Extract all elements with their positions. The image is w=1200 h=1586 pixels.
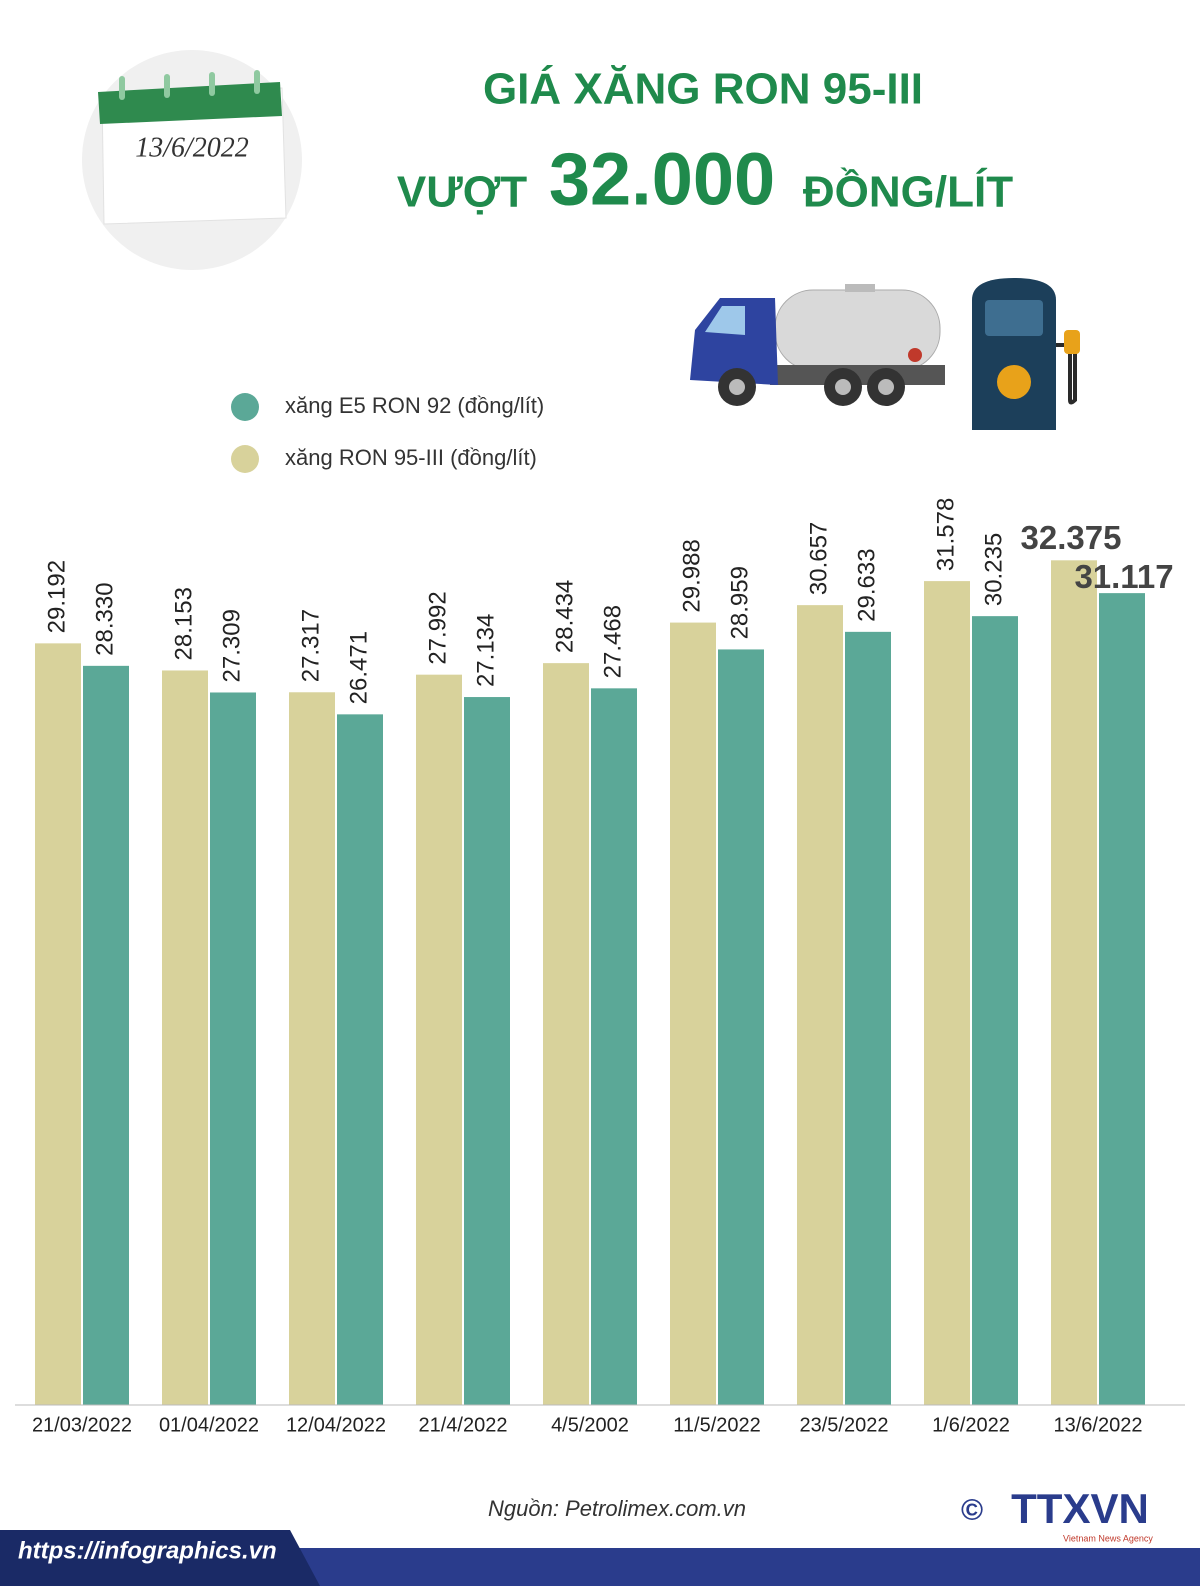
value-label: 29.192 — [43, 560, 70, 633]
value-label: 27.317 — [297, 609, 324, 682]
bar — [464, 697, 510, 1405]
legend-swatch — [231, 393, 259, 421]
logo-tagline: Vietnam News Agency — [1063, 1533, 1153, 1543]
value-label: 27.134 — [472, 614, 499, 687]
value-label: 27.309 — [218, 609, 245, 682]
value-label: 29.988 — [678, 539, 705, 612]
footer-band — [0, 1530, 320, 1586]
x-tick-label: 1/6/2022 — [932, 1414, 1010, 1436]
value-label: 26.471 — [345, 631, 372, 704]
value-label: 31.117 — [1074, 558, 1173, 595]
footer-url: https://infographics.vn — [18, 1537, 277, 1564]
source: Nguồn: Petrolimex.com.vn — [488, 1496, 746, 1521]
bar — [210, 692, 256, 1405]
bar — [924, 581, 970, 1405]
x-tick-label: 21/4/2022 — [419, 1414, 508, 1436]
copyright: © — [961, 1494, 983, 1527]
bar — [289, 692, 335, 1405]
legend-swatch — [231, 445, 259, 473]
x-tick-label: 21/03/2022 — [32, 1414, 132, 1436]
logo: TTXVN — [1011, 1485, 1149, 1532]
bar — [162, 670, 208, 1405]
value-label: 30.235 — [980, 533, 1007, 606]
bar — [1051, 560, 1097, 1405]
legend-label: xăng E5 RON 92 (đồng/lít) — [285, 393, 544, 418]
bar — [845, 631, 891, 1405]
value-label: 30.657 — [805, 522, 832, 595]
x-tick-label: 11/5/2022 — [673, 1414, 761, 1436]
bar — [83, 665, 129, 1405]
x-tick-label: 23/5/2022 — [800, 1414, 889, 1436]
x-tick-label: 01/04/2022 — [159, 1414, 259, 1436]
date: 13/6/2022 — [135, 132, 249, 163]
value-label: 32.375 — [1021, 519, 1122, 556]
bar — [797, 605, 843, 1405]
legend-label: xăng RON 95-III (đồng/lít) — [285, 445, 537, 470]
headline-suffix: ĐỒNG/LÍT — [803, 167, 1013, 217]
x-tick-label: 12/04/2022 — [286, 1414, 386, 1436]
value-label: 28.153 — [170, 587, 197, 660]
value-label: 27.992 — [424, 591, 451, 664]
value-label: 28.959 — [726, 566, 753, 639]
headline-prefix: VƯỢT — [397, 168, 527, 217]
value-label: 28.434 — [551, 580, 578, 653]
bar — [718, 649, 764, 1405]
value-label: 29.633 — [853, 548, 880, 621]
bar — [337, 714, 383, 1405]
headline-number: 32.000 — [549, 138, 775, 221]
x-tick-label: 13/6/2022 — [1054, 1414, 1143, 1436]
calendar-header — [98, 82, 282, 124]
bar — [35, 643, 81, 1405]
truck-icon — [690, 284, 945, 406]
value-label: 27.468 — [599, 605, 626, 678]
pump-icon — [972, 278, 1080, 430]
bar — [670, 622, 716, 1405]
bar — [1099, 593, 1145, 1405]
bar — [972, 616, 1018, 1405]
calendar-rings — [119, 70, 260, 100]
value-label: 28.330 — [91, 582, 118, 655]
x-tick-label: 4/5/2002 — [551, 1414, 629, 1436]
bar — [543, 663, 589, 1405]
bar — [416, 674, 462, 1405]
bar — [591, 688, 637, 1405]
value-label: 31.578 — [932, 498, 959, 571]
title: GIÁ XĂNG RON 95-III — [483, 64, 923, 114]
